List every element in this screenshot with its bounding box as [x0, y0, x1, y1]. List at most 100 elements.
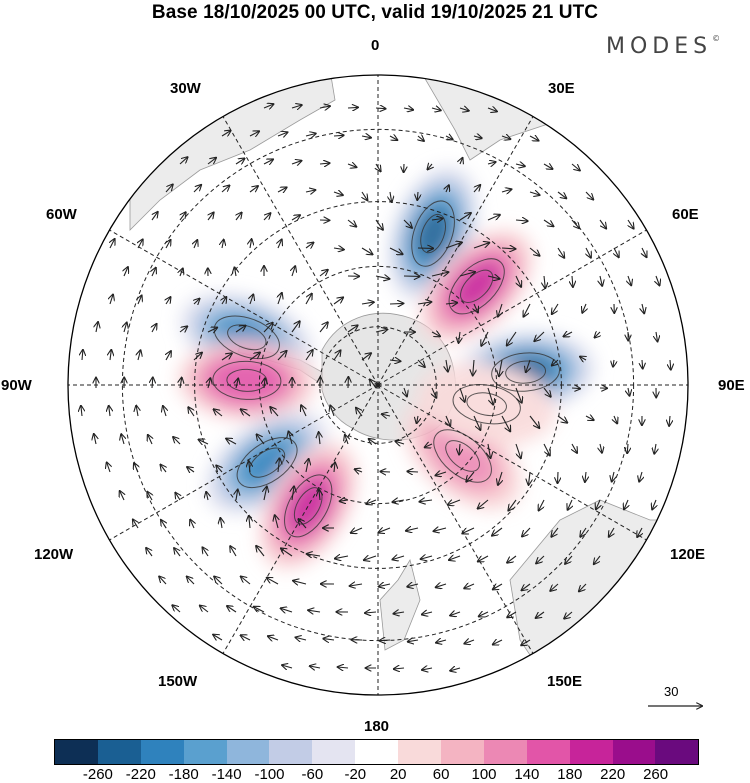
wind-arrow — [585, 191, 593, 200]
wind-arrow — [165, 185, 173, 193]
lon-label-60w: 60W — [46, 206, 77, 223]
wind-arrow — [628, 219, 634, 229]
wind-arrow — [194, 240, 197, 249]
wind-arrow — [152, 324, 157, 333]
wind-arrow — [81, 406, 82, 417]
wind-arrow — [522, 527, 531, 537]
anomaly-contour — [466, 392, 507, 417]
wind-arrow — [466, 471, 475, 482]
wind-arrow — [431, 332, 440, 336]
anomaly-shade — [442, 437, 483, 475]
wind-arrow — [380, 472, 391, 473]
wind-arrow — [230, 546, 237, 557]
wind-arrow — [107, 463, 110, 473]
brand-mark: © — [712, 34, 721, 43]
wind-arrow — [364, 556, 377, 560]
anomaly-shade — [458, 386, 516, 423]
wind-arrow — [319, 106, 330, 108]
wind-arrow — [264, 487, 267, 501]
wind-arrow — [193, 185, 201, 193]
wind-arrow — [498, 471, 502, 485]
colorbar-tick-label: -180 — [168, 766, 199, 783]
wind-arrow — [507, 612, 517, 617]
wind-arrow — [136, 406, 138, 417]
wind-arrow — [493, 584, 503, 589]
wind-arrow — [278, 293, 282, 305]
wind-arrow — [235, 326, 246, 333]
wind-arrow — [249, 353, 260, 361]
wind-arrow — [448, 500, 461, 505]
wind-arrow — [148, 435, 152, 445]
wind-arrow — [515, 164, 525, 166]
wind-arrow — [459, 213, 471, 221]
wind-arrow — [544, 275, 545, 288]
wind-arrow — [278, 458, 280, 473]
wind-arrow — [487, 108, 497, 111]
wind-arrow — [478, 555, 489, 562]
wind-arrow — [582, 303, 586, 313]
wind-arrow — [281, 548, 293, 557]
wind-arrow — [580, 357, 586, 360]
wind-arrow — [627, 443, 628, 453]
wind-arrow — [333, 192, 343, 195]
wind-arrow — [654, 443, 656, 454]
anomaly-contour — [452, 384, 521, 425]
wind-arrow — [656, 275, 660, 285]
colorbar-tick-label: -60 — [301, 766, 324, 783]
wind-arrow — [493, 640, 503, 645]
wind-arrow — [642, 359, 643, 369]
wind-arrow — [208, 213, 214, 221]
wind-arrow — [277, 351, 287, 361]
wind-arrow — [350, 584, 363, 586]
wind-arrow — [529, 415, 539, 428]
wind-arrow — [305, 190, 315, 192]
wind-arrow — [529, 471, 531, 485]
wind-arrow — [594, 555, 601, 564]
wind-arrow — [558, 471, 559, 483]
anomaly-contour — [411, 200, 455, 267]
colorbar-tick-label: -260 — [82, 766, 113, 783]
wind-arrow — [249, 461, 250, 473]
wind-arrow — [138, 350, 141, 361]
wind-arrow — [529, 136, 539, 141]
wind-arrow — [305, 350, 313, 361]
wind-arrow — [552, 303, 559, 314]
wind-arrow — [656, 331, 658, 341]
wind-arrow — [564, 332, 573, 337]
colorbar-swatch — [612, 740, 656, 764]
wind-arrow — [333, 248, 344, 250]
anomaly-shade — [228, 368, 266, 393]
colorbar-tick-label: 260 — [643, 766, 669, 783]
wind-arrow — [516, 275, 521, 287]
wind-arrow — [543, 219, 553, 226]
wind-arrow — [507, 331, 517, 346]
wind-arrow — [281, 608, 293, 612]
wind-arrow — [250, 239, 252, 249]
wind-arrow — [227, 606, 237, 613]
wind-arrow — [407, 471, 419, 472]
wind-arrow — [249, 516, 250, 529]
wind-arrow — [301, 405, 306, 417]
anomaly-contour — [491, 352, 561, 392]
reference-vector-label: 30 — [664, 684, 679, 699]
wind-arrow — [174, 548, 180, 557]
wind-arrow — [600, 275, 602, 286]
wind-arrow — [264, 378, 265, 389]
wind-arrow — [221, 131, 231, 136]
wind-arrow — [526, 359, 530, 372]
anomaly-contour — [445, 440, 480, 472]
meridian-line — [222, 116, 379, 386]
wind-arrow — [449, 556, 461, 560]
wind-arrow — [263, 159, 273, 164]
wind-arrow — [515, 387, 522, 403]
wind-arrow — [172, 605, 181, 613]
wind-arrow — [124, 267, 128, 277]
wind-arrow — [557, 191, 566, 198]
wind-arrow — [492, 527, 503, 536]
wind-arrow — [487, 162, 496, 164]
wind-arrow — [498, 303, 502, 317]
wind-arrow — [479, 612, 489, 616]
wind-arrow — [310, 666, 321, 668]
wind-arrow — [305, 243, 313, 248]
wind-arrow — [434, 528, 447, 531]
